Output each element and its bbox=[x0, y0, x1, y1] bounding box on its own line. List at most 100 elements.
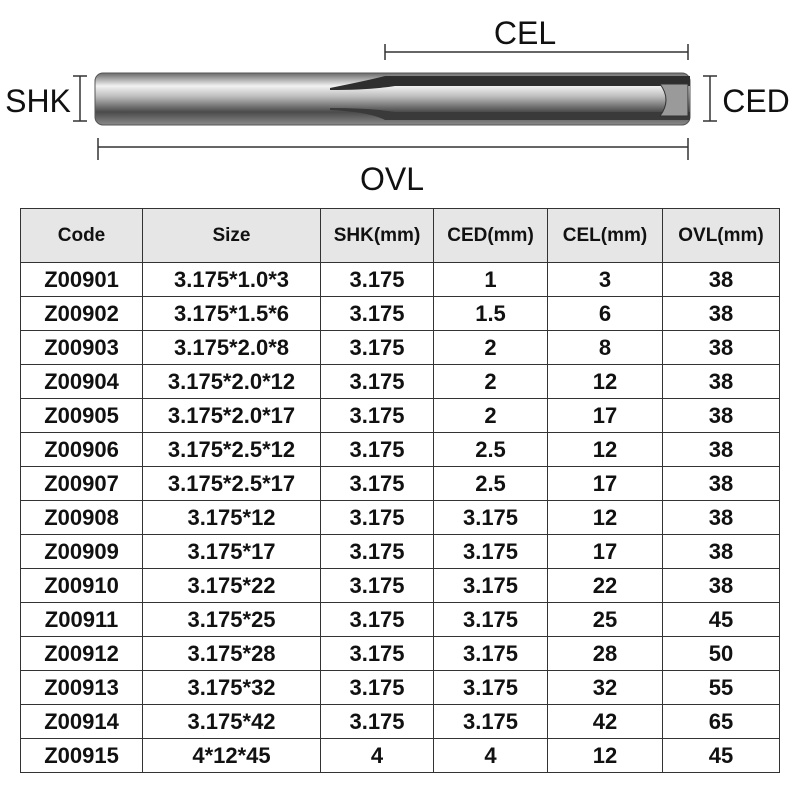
table-cell: 38 bbox=[662, 296, 780, 331]
table-row: Z00912 3.175*28 3.175 3.175 28 50 bbox=[20, 636, 780, 671]
table-cell: 3.175 bbox=[320, 398, 434, 433]
table-cell: Z00911 bbox=[20, 602, 143, 637]
table-cell: 3.175*2.0*17 bbox=[142, 398, 321, 433]
table-cell: 3.175*2.5*12 bbox=[142, 432, 321, 467]
table-cell: 38 bbox=[662, 398, 780, 433]
table-cell: 38 bbox=[662, 262, 780, 297]
table-cell: 3.175*17 bbox=[142, 534, 321, 569]
table-cell: 17 bbox=[547, 534, 663, 569]
table-cell: 4 bbox=[433, 738, 548, 773]
table-cell: 3.175*12 bbox=[142, 500, 321, 535]
table-cell: 25 bbox=[547, 602, 663, 637]
table-cell: 45 bbox=[662, 602, 780, 637]
table-cell: 2 bbox=[433, 330, 548, 365]
table-cell: 28 bbox=[547, 636, 663, 671]
table-cell: 3.175 bbox=[433, 704, 548, 739]
table-row: Z00901 3.175*1.0*3 3.175 1 3 38 bbox=[20, 262, 780, 297]
table-row: Z00911 3.175*25 3.175 3.175 25 45 bbox=[20, 602, 780, 637]
table-cell: 3.175 bbox=[320, 330, 434, 365]
table-cell: 2 bbox=[433, 398, 548, 433]
table-cell: 3.175 bbox=[320, 670, 434, 705]
table-cell: Z00901 bbox=[20, 262, 143, 297]
table-cell: Z00907 bbox=[20, 466, 143, 501]
ced-label: CED bbox=[722, 83, 790, 119]
table-cell: 3.175 bbox=[320, 500, 434, 535]
table-cell: 1 bbox=[433, 262, 548, 297]
table-cell: 3.175*1.5*6 bbox=[142, 296, 321, 331]
table-cell: 38 bbox=[662, 568, 780, 603]
table-cell: 8 bbox=[547, 330, 663, 365]
table-cell: 3 bbox=[547, 262, 663, 297]
table-cell: 2.5 bbox=[433, 432, 548, 467]
table-cell: 17 bbox=[547, 466, 663, 501]
table-cell: 3.175 bbox=[320, 602, 434, 637]
table-cell: 3.175 bbox=[433, 534, 548, 569]
table-cell: 38 bbox=[662, 534, 780, 569]
header-row: Code Size SHK(mm) CED(mm) CEL(mm) OVL(mm) bbox=[20, 208, 780, 263]
table-cell: 12 bbox=[547, 738, 663, 773]
table-cell: 3.175*25 bbox=[142, 602, 321, 637]
table-cell: 3.175*22 bbox=[142, 568, 321, 603]
table-cell: 3.175 bbox=[320, 296, 434, 331]
table-cell: Z00902 bbox=[20, 296, 143, 331]
table-cell: Z00915 bbox=[20, 738, 143, 773]
table-cell: 3.175*1.0*3 bbox=[142, 262, 321, 297]
tool-diagram: CEL SHK CED OVL bbox=[5, 15, 790, 197]
shk-label: SHK bbox=[5, 83, 71, 119]
table-cell: 45 bbox=[662, 738, 780, 773]
table-row: Z00904 3.175*2.0*12 3.175 2 12 38 bbox=[20, 364, 780, 399]
table-cell: 12 bbox=[547, 432, 663, 467]
table-cell: 3.175 bbox=[320, 704, 434, 739]
cel-label: CEL bbox=[494, 15, 556, 51]
table-cell: 3.175 bbox=[320, 534, 434, 569]
table-cell: Z00904 bbox=[20, 364, 143, 399]
table-cell: Z00912 bbox=[20, 636, 143, 671]
table-row: Z00910 3.175*22 3.175 3.175 22 38 bbox=[20, 568, 780, 603]
ovl-label: OVL bbox=[360, 161, 424, 197]
table-row: Z00909 3.175*17 3.175 3.175 17 38 bbox=[20, 534, 780, 569]
table-cell: 38 bbox=[662, 330, 780, 365]
table-cell: 38 bbox=[662, 364, 780, 399]
table-cell: 3.175*42 bbox=[142, 704, 321, 739]
table-cell: 38 bbox=[662, 466, 780, 501]
table-row: Z00908 3.175*12 3.175 3.175 12 38 bbox=[20, 500, 780, 535]
table-row: Z00903 3.175*2.0*8 3.175 2 8 38 bbox=[20, 330, 780, 365]
table-row: Z00902 3.175*1.5*6 3.175 1.5 6 38 bbox=[20, 296, 780, 331]
table-cell: 12 bbox=[547, 500, 663, 535]
table-cell: 3.175*2.5*17 bbox=[142, 466, 321, 501]
table-cell: 3.175 bbox=[433, 500, 548, 535]
table-cell: Z00914 bbox=[20, 704, 143, 739]
table-cell: 6 bbox=[547, 296, 663, 331]
table-cell: 3.175*2.0*12 bbox=[142, 364, 321, 399]
table-cell: 4 bbox=[320, 738, 434, 773]
header-cell: CED(mm) bbox=[433, 208, 548, 263]
table-cell: 38 bbox=[662, 500, 780, 535]
table-cell: 3.175 bbox=[320, 568, 434, 603]
table-row: Z00905 3.175*2.0*17 3.175 2 17 38 bbox=[20, 398, 780, 433]
table-cell: 3.175 bbox=[320, 466, 434, 501]
table-row: Z00915 4*12*45 4 4 12 45 bbox=[20, 738, 780, 773]
table-cell: Z00909 bbox=[20, 534, 143, 569]
header-cell: Code bbox=[20, 208, 143, 263]
table-cell: 3.175*28 bbox=[142, 636, 321, 671]
header-cell: SHK(mm) bbox=[320, 208, 434, 263]
table-cell: Z00903 bbox=[20, 330, 143, 365]
table-cell: 22 bbox=[547, 568, 663, 603]
spec-table: Code Size SHK(mm) CED(mm) CEL(mm) OVL(mm) Z00… bbox=[20, 208, 780, 773]
table-row: Z00906 3.175*2.5*12 3.175 2.5 12 38 bbox=[20, 432, 780, 467]
table-cell: 65 bbox=[662, 704, 780, 739]
table-cell: 38 bbox=[662, 432, 780, 467]
table-cell: 3.175 bbox=[320, 432, 434, 467]
table-row: Z00914 3.175*42 3.175 3.175 42 65 bbox=[20, 704, 780, 739]
table-cell: 3.175 bbox=[320, 364, 434, 399]
tool-shape bbox=[94, 72, 691, 126]
header-cell: CEL(mm) bbox=[547, 208, 663, 263]
table-cell: 32 bbox=[547, 670, 663, 705]
table-cell: Z00913 bbox=[20, 670, 143, 705]
table-cell: 12 bbox=[547, 364, 663, 399]
table-cell: 55 bbox=[662, 670, 780, 705]
dimension-lines bbox=[73, 44, 717, 160]
table-cell: 3.175 bbox=[433, 602, 548, 637]
table-cell: 4*12*45 bbox=[142, 738, 321, 773]
